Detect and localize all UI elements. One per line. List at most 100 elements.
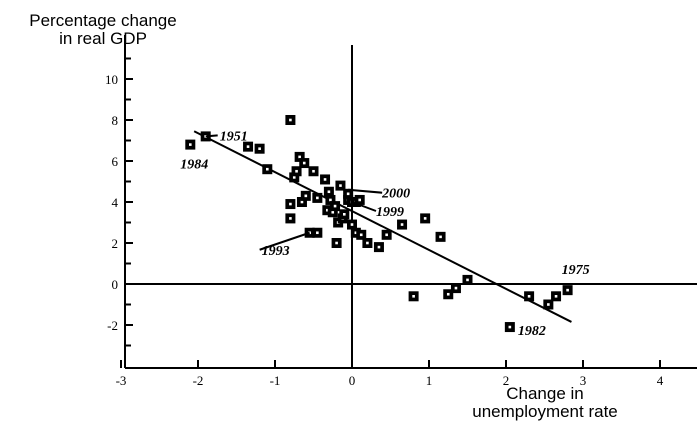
x-tick-label: -3 — [116, 373, 127, 388]
data-point-center — [300, 200, 304, 204]
data-point-center — [423, 217, 427, 220]
data-point — [300, 190, 311, 201]
annotation-leader — [351, 201, 377, 212]
annotations: 1951 1984 2000 1999 1993 1975 1982 — [180, 129, 589, 339]
data-point — [339, 209, 350, 220]
data-point-center — [316, 231, 319, 235]
data-point-center — [377, 245, 381, 249]
data-point — [350, 227, 361, 238]
data-point — [373, 242, 384, 253]
data-point-center — [292, 176, 296, 179]
annotation-label-1984: 1984 — [180, 158, 208, 173]
data-point-center — [289, 202, 292, 206]
data-point-center — [354, 231, 358, 235]
data-points — [185, 115, 573, 333]
data-point-center — [566, 288, 569, 292]
data-point — [308, 166, 319, 177]
data-point-center — [346, 192, 350, 196]
data-point — [296, 197, 307, 207]
data-point — [450, 283, 461, 294]
annotation-leader — [348, 188, 383, 194]
annotation-label-1982: 1982 — [518, 324, 546, 339]
data-point-center — [304, 194, 308, 198]
annotation-label-1993: 1993 — [262, 244, 290, 259]
data-point-center — [308, 231, 311, 235]
x-tick-label: 2 — [503, 373, 510, 388]
axes: -2 0 2 4 6 8 10 -3 -2 -1 0 1 2 3 4 — [105, 35, 697, 388]
y-tick-label: 2 — [112, 236, 119, 251]
data-point-center — [339, 184, 342, 187]
annotation-leader — [205, 134, 218, 138]
data-point — [504, 322, 515, 333]
data-point — [312, 192, 323, 203]
x-tick-label: -2 — [193, 373, 204, 388]
data-point-center — [446, 292, 450, 296]
data-point — [294, 151, 305, 162]
x-axis-title-line-2: unemployment rate — [472, 402, 618, 421]
data-point — [381, 229, 392, 240]
y-tick-label: 4 — [112, 195, 119, 210]
data-point-center — [312, 169, 315, 173]
data-point — [285, 199, 296, 210]
data-point-center — [554, 295, 558, 298]
y-tick-label: 8 — [112, 113, 119, 128]
data-point — [299, 158, 310, 169]
y-tick-label: 10 — [105, 72, 118, 87]
data-point — [551, 291, 562, 302]
data-point — [443, 289, 454, 300]
data-point-center — [366, 241, 369, 245]
data-point — [291, 166, 302, 177]
annotation-label-1999: 1999 — [376, 205, 404, 220]
data-point-center — [258, 147, 261, 150]
annotation-leader — [259, 231, 310, 251]
data-point-center — [333, 204, 337, 208]
data-point-center — [329, 198, 332, 202]
data-point-center — [326, 208, 329, 212]
data-point-center — [343, 213, 346, 216]
x-axis-title-line-1: Change in — [506, 384, 584, 403]
data-point-center — [295, 169, 298, 173]
data-point-center — [350, 223, 354, 226]
data-point — [285, 115, 296, 125]
data-point — [312, 227, 323, 238]
data-point-center — [289, 118, 292, 122]
data-point-center — [527, 295, 531, 298]
data-point — [331, 238, 342, 248]
data-point-center — [289, 217, 292, 220]
data-point — [356, 229, 367, 240]
x-tick-label: 0 — [349, 373, 356, 388]
data-point-center — [204, 135, 207, 138]
data-point-center — [316, 196, 319, 200]
data-point — [322, 205, 333, 216]
y-tick-label: -2 — [107, 318, 118, 333]
data-point — [323, 186, 334, 197]
data-point — [354, 194, 365, 205]
data-point — [254, 143, 265, 154]
data-point — [397, 219, 408, 230]
y-tick-label: 6 — [112, 154, 119, 169]
y-tick-label: 0 — [112, 277, 119, 292]
x-tick-label: 4 — [657, 373, 664, 388]
data-point-center — [246, 145, 250, 148]
data-point — [330, 201, 341, 212]
data-point-center — [323, 178, 327, 181]
data-point — [262, 164, 273, 175]
data-point-center — [358, 198, 361, 202]
data-point-center — [454, 286, 458, 290]
x-tick-label: 1 — [426, 373, 433, 388]
data-point-center — [412, 295, 415, 298]
data-point — [408, 291, 419, 302]
data-point — [327, 207, 338, 218]
data-point — [289, 172, 300, 183]
data-point — [325, 194, 336, 205]
data-point-center — [385, 233, 388, 237]
x-tick-label: -1 — [270, 373, 281, 388]
data-point-center — [439, 235, 442, 239]
data-point — [435, 231, 446, 242]
data-point-center — [302, 161, 306, 165]
data-point — [524, 291, 535, 302]
data-point-center — [189, 143, 192, 146]
data-point-center — [335, 241, 338, 245]
data-point — [335, 180, 346, 191]
